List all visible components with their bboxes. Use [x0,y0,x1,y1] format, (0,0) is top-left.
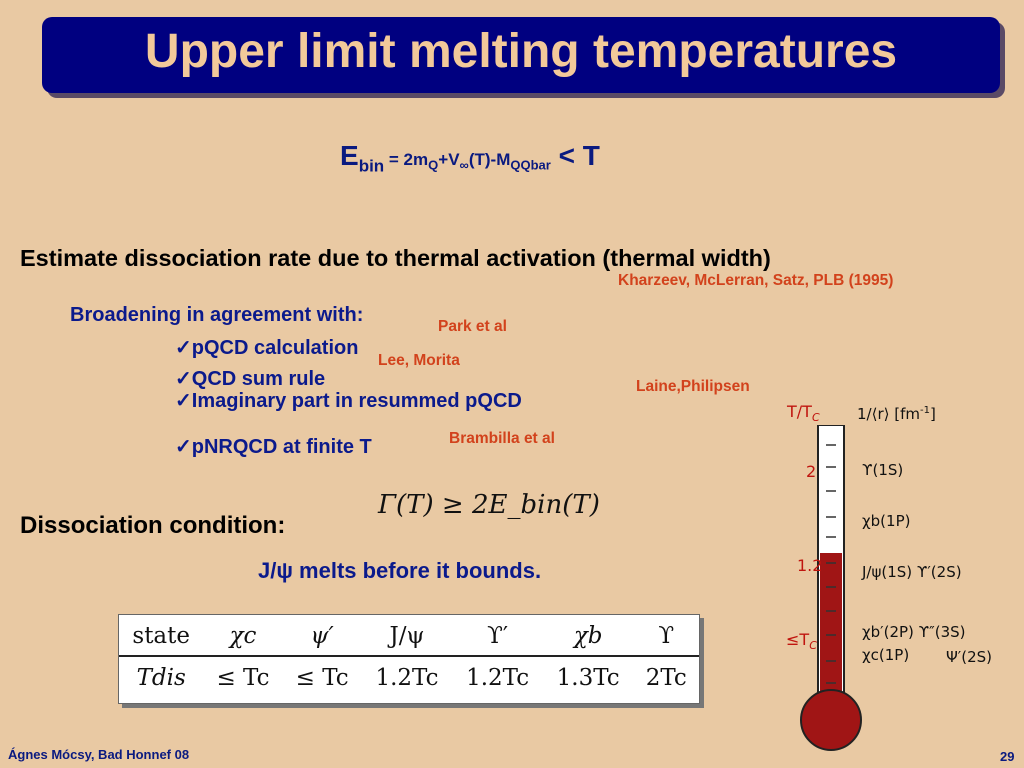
ref-park: Park et al [438,318,507,335]
page-title: Upper limit melting temperatures [144,25,898,78]
scale-tc: ≤TC [786,630,817,653]
state-jpsi-upsilon2s: J/ψ(1S) ϒ′(2S) [862,563,962,581]
binding-energy-formula: Ebin = 2mQ+V∞(T)-MQQbar < T [340,140,600,177]
table-cell: 1.3Tc [556,665,620,691]
check-imaginary: ✓Imaginary part in resummed pQCD [175,390,522,412]
table-cell: ϒ [633,621,699,657]
state-chic-1p: χc(1P) [862,646,910,664]
state-upsilon-1s: ϒ(1S) [862,461,904,479]
table-cell: Tdis [136,665,186,691]
table-cell: state [119,621,204,657]
table-cell: χc [203,621,283,657]
ref-lee-morita: Lee, Morita [378,352,460,369]
table-header-row: state χc ψ′ J/ψ ϒ′ χb ϒ [119,621,699,657]
gamma-formula: Γ(T) ≥ 2E_bin(T) [378,490,600,520]
check-icon: ✓ [175,337,192,359]
formula-mqq-sub: QQbar [510,157,551,173]
check-icon: ✓ [175,390,192,412]
slide-number: 29 [1000,749,1015,764]
thermometer-fill [820,553,842,720]
table-cell: ϒ′ [452,621,543,657]
ref-laine: Laine,Philipsen [636,378,750,395]
table-cell: ≤ Tc [295,665,349,691]
broadening-text: Broadening in agreement with: [70,304,364,326]
check-qcd-sum-rule: ✓QCD sum rule [175,368,326,390]
formula-e: E [340,140,359,171]
formula-inf: ∞ [459,157,469,173]
kharzeev-ref: Kharzeev, McLerran, Satz, PLB (1995) [618,272,894,289]
dissociation-text: Dissociation condition: [20,512,286,539]
formula-eq: = 2m [384,150,429,169]
title-bar [42,17,1000,93]
check-pnrqcd: ✓pNRQCD at finite T [175,436,372,458]
thermometer-bulb [800,689,862,751]
check-icon: ✓ [175,436,192,458]
formula-t: (T)-M [468,150,511,169]
table-cell: ≤ Tc [216,665,270,691]
table-cell: J/ψ [361,621,453,657]
table-row: Tdis ≤ Tc ≤ Tc 1.2Tc 1.2Tc 1.3Tc 2Tc [119,656,699,693]
table-cell: 1.2Tc [466,665,530,691]
scale-2: 2 [806,462,817,481]
formula-mq-sub: Q [428,157,439,173]
table-cell: 2Tc [645,665,687,691]
thermo-header-right: 1/⟨r⟩ [fm-1] [857,405,936,423]
check-pqcd: ✓pQCD calculation [175,337,359,359]
thermometer [800,425,862,751]
estimate-text: Estimate dissociation rate due to therma… [20,245,771,271]
dissociation-table: state χc ψ′ J/ψ ϒ′ χb ϒ Tdis ≤ Tc ≤ Tc 1… [118,614,700,704]
thermo-header-left: T/TC [787,402,820,425]
check-icon: ✓ [175,368,192,390]
state-chib-2p: χb′(2P) ϒ″(3S) [862,623,966,641]
state-chib-1p: χb(1P) [862,512,911,530]
thermometer-ticks [826,444,836,684]
table-cell: χb [542,621,634,657]
jpsi-melts-text: J/ψ melts before it bounds. [258,558,542,583]
formula-rhs: < T [550,140,600,171]
scale-1-2: 1.2 [797,556,823,575]
ref-brambilla: Brambilla et al [449,430,555,447]
table-cell: ψ′ [282,621,362,657]
formula-v: +V [438,150,460,169]
formula-bin: bin [358,156,385,176]
footer-author: Ágnes Mócsy, Bad Honnef 08 [8,747,190,762]
state-psi-2s: Ψ′(2S) [946,648,992,666]
table-cell: 1.2Tc [375,665,439,691]
